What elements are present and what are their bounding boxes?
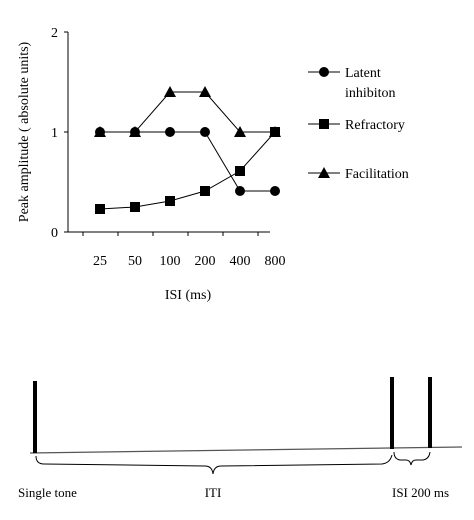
y-ticks: 0 1 2 [51, 26, 68, 241]
legend-label: inhibiton [345, 86, 396, 101]
data-point-triangle [269, 126, 281, 137]
first-pair-tone-pulse [390, 377, 394, 449]
x-tick-label: 25 [93, 254, 107, 269]
second-pair-tone-pulse [428, 377, 432, 448]
iti-brace [35, 454, 393, 475]
data-point-triangle [199, 86, 211, 97]
legend-marker-square [319, 119, 329, 129]
data-point-circle [165, 127, 175, 137]
legend-label: Latent [345, 66, 381, 81]
data-point-square [130, 202, 140, 212]
isi-brace [393, 451, 431, 466]
x-tick-label: 200 [195, 254, 216, 269]
legend-item-triangle: Facilitation [308, 167, 409, 182]
legend-label: Facilitation [345, 167, 409, 182]
legend-label: Refractory [345, 118, 405, 133]
legend-item-square: Refractory [308, 118, 405, 133]
timeline-diagram: Single tone ITI ISI 200 ms [18, 377, 463, 500]
y-tick-label: 2 [51, 26, 58, 41]
series-line-square [99, 131, 276, 210]
data-point-circle [235, 186, 245, 196]
data-point-square [95, 204, 105, 214]
x-tick-label: 800 [265, 254, 286, 269]
data-point-square [165, 196, 175, 206]
series-circle [95, 127, 280, 196]
single-tone-pulse [33, 381, 37, 453]
x-axis-label: ISI (ms) [165, 288, 212, 303]
timeline-baseline [29, 446, 463, 454]
legend-item-circle: Latent inhibiton [308, 66, 396, 101]
iti-label: ITI [205, 485, 222, 500]
line-chart: 0 1 2 25 50 100 200 400 800 Peak amplitude ( ab… [17, 26, 409, 303]
data-point-circle [200, 127, 210, 137]
series-square [95, 127, 280, 214]
series-line-triangle [100, 91, 275, 133]
data-point-square [235, 166, 245, 176]
isi-label: ISI 200 ms [392, 485, 449, 500]
x-tick-label: 100 [160, 254, 181, 269]
series-triangle [94, 86, 281, 137]
x-tick-label: 50 [128, 254, 142, 269]
data-point-triangle [234, 126, 246, 137]
data-point-triangle [164, 86, 176, 97]
legend: Latent inhibiton Refractory Facilitation [308, 66, 409, 182]
data-point-triangle [129, 126, 141, 137]
y-tick-label: 0 [51, 226, 58, 241]
y-axis-label: Peak amplitude ( absolute units) [17, 41, 32, 222]
legend-marker-circle [319, 67, 329, 77]
x-tick-label: 400 [230, 254, 251, 269]
data-point-circle [270, 186, 280, 196]
y-tick-label: 1 [51, 126, 58, 141]
legend-marker-triangle [318, 167, 330, 178]
single-tone-label: Single tone [18, 485, 77, 500]
data-point-square [200, 186, 210, 196]
data-point-triangle [94, 126, 106, 137]
x-ticks: 25 50 100 200 400 800 [82, 232, 286, 269]
series-group [94, 86, 281, 214]
